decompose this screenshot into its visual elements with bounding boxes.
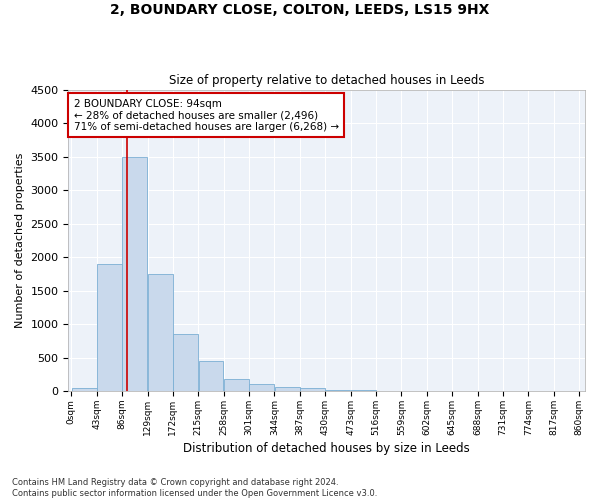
Bar [250,384,274,391]
Bar [71,388,97,391]
Bar [325,390,350,391]
X-axis label: Distribution of detached houses by size in Leeds: Distribution of detached houses by size … [184,442,470,455]
Bar [173,334,198,391]
Text: Contains HM Land Registry data © Crown copyright and database right 2024.
Contai: Contains HM Land Registry data © Crown c… [12,478,377,498]
Bar [122,156,147,391]
Title: Size of property relative to detached houses in Leeds: Size of property relative to detached ho… [169,74,484,87]
Bar [300,388,325,391]
Bar [275,386,299,391]
Bar [148,274,173,391]
Y-axis label: Number of detached properties: Number of detached properties [15,152,25,328]
Text: 2 BOUNDARY CLOSE: 94sqm
← 28% of detached houses are smaller (2,496)
71% of semi: 2 BOUNDARY CLOSE: 94sqm ← 28% of detache… [74,98,338,132]
Bar [199,361,223,391]
Bar [351,390,376,391]
Text: 2, BOUNDARY CLOSE, COLTON, LEEDS, LS15 9HX: 2, BOUNDARY CLOSE, COLTON, LEEDS, LS15 9… [110,2,490,16]
Bar [97,264,122,391]
Bar [224,380,249,391]
